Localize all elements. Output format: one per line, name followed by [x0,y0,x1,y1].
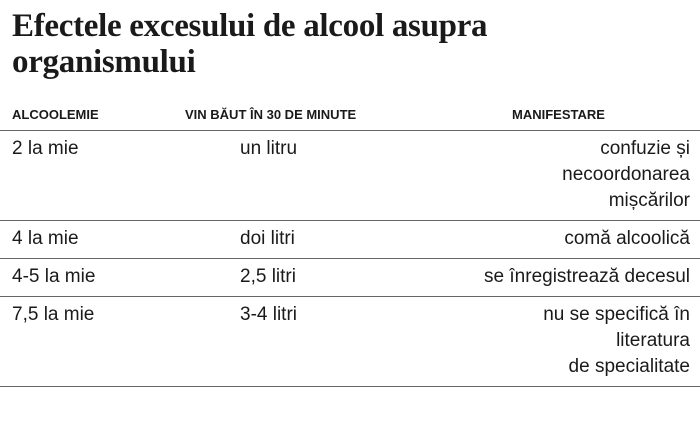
cell-line: se înregistrează decesul [484,266,690,287]
table: ALCOOLEMIE VIN BĂUT ÎN 30 DE MINUTE MANIFE… [0,102,700,387]
cell-line: confuzie și [600,138,690,159]
cell-line: de specialitate [568,356,690,377]
table-cell: se înregistrează decesul [420,258,700,297]
table-cell: 3-4 litri [185,296,420,387]
cell-line: nu se specifică în [543,304,690,325]
table-cell: 7,5 la mie [0,296,185,387]
column-header: ALCOOLEMIE [0,102,185,131]
table-row: 2 la mie un litru confuzie și necoordonarea… [0,130,700,221]
table-cell: 4 la mie [0,220,185,259]
table-row: 4-5 la mie 2,5 litri se înregistrează dece… [0,258,700,297]
cell-line: literatura [616,330,690,351]
cell-line: mișcărilor [608,190,690,211]
title: Efectele excesului de alcool asupra orga… [12,8,488,80]
table-body: 2 la mie un litru confuzie și necoordonarea… [0,130,700,387]
header-row: ALCOOLEMIE VIN BĂUT ÎN 30 DE MINUTE MANIFE… [0,102,700,131]
cell-line: necoordonarea [562,164,690,185]
table-cell: comă alcoolică [420,220,700,259]
table-row: 7,5 la mie 3-4 litri nu se specifică în lit… [0,296,700,387]
table-cell: 4-5 la mie [0,258,185,297]
table-row: 4 la mie doi litri comă alcoolică [0,220,700,259]
table-cell: 2,5 litri [185,258,420,297]
column-header: MANIFESTARE [420,102,700,131]
table-cell: doi litri [185,220,420,259]
table-cell: 2 la mie [0,130,185,221]
table-cell: nu se specifică în literatura de specialit… [420,296,700,387]
table-cell: un litru [185,130,420,221]
column-header: VIN BĂUT ÎN 30 DE MINUTE [185,102,420,131]
cell-line: comă alcoolică [564,228,690,249]
table-cell: confuzie și necoordonarea mișcărilor [420,130,700,221]
